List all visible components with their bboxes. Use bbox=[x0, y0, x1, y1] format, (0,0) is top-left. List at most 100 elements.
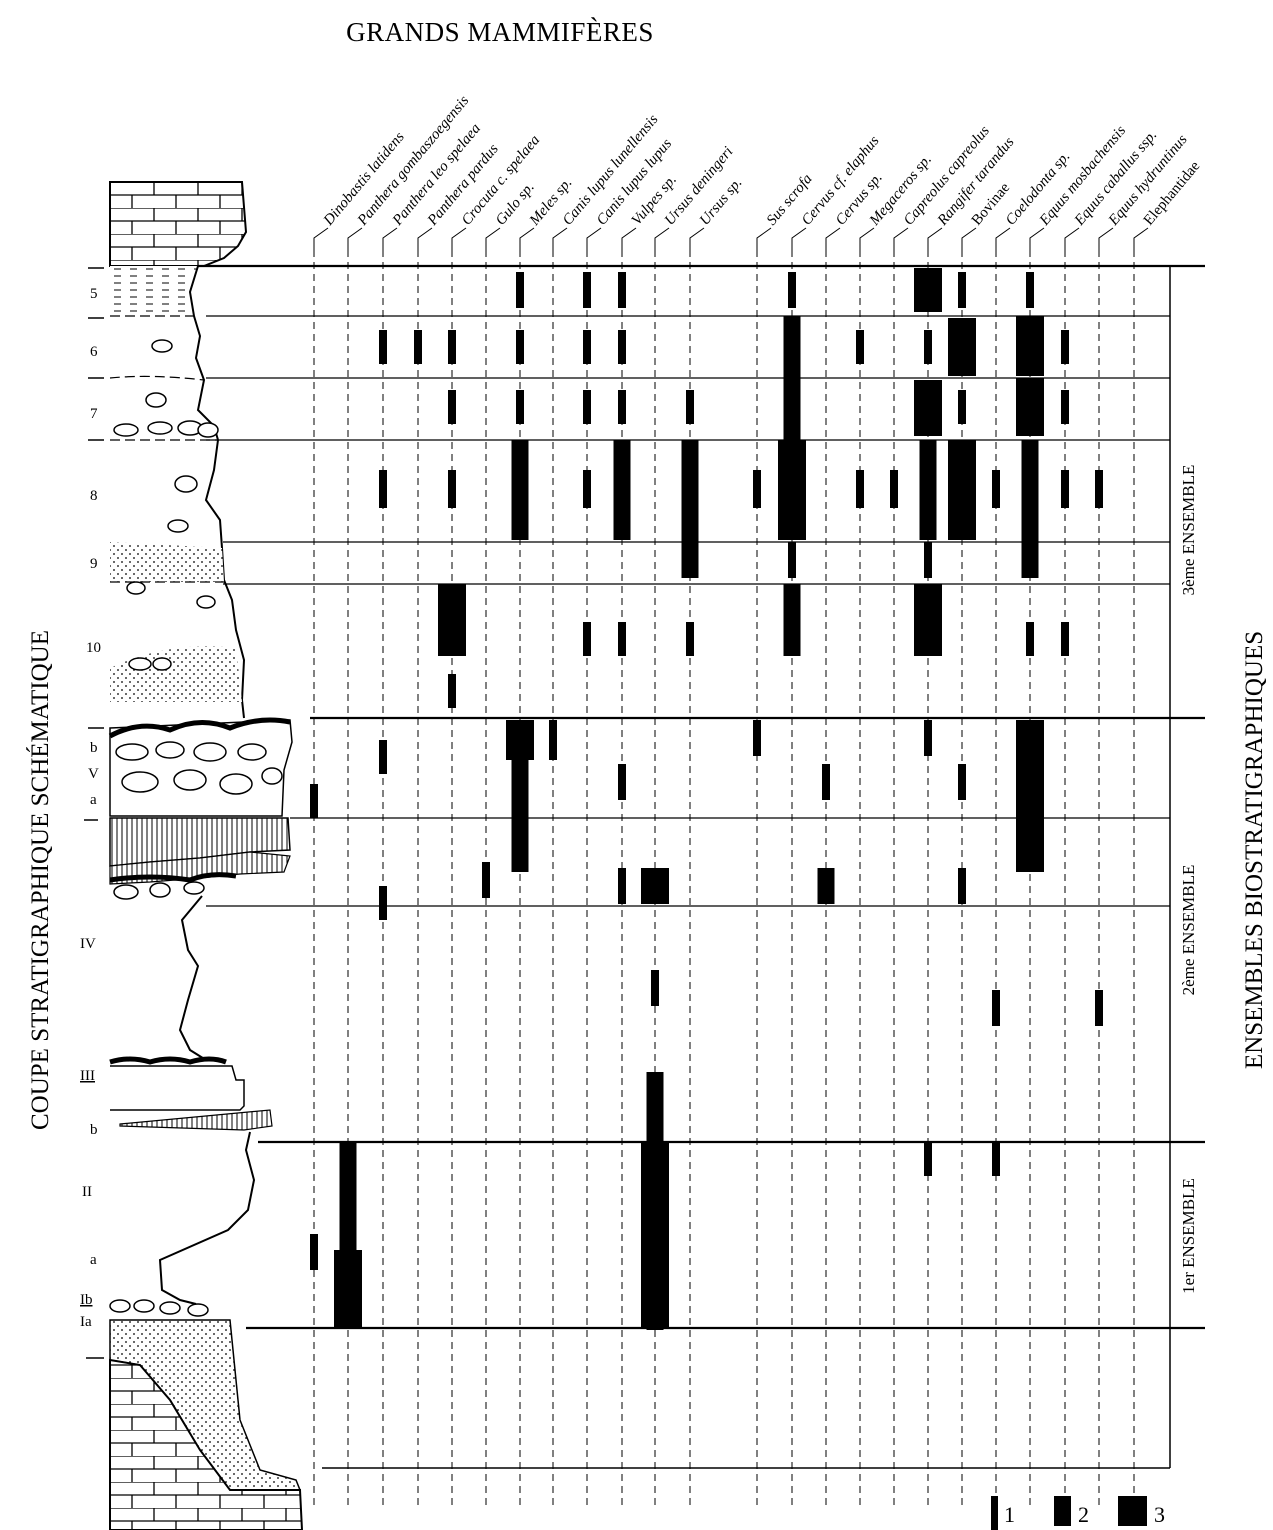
range-bar bbox=[822, 764, 830, 800]
range-bar bbox=[778, 440, 806, 540]
legend-label-3: 3 bbox=[1154, 1502, 1165, 1527]
range-bar bbox=[618, 622, 626, 656]
layer-labels: 5 6 7 8 9 10 b V a IV III b II a Ib Ia bbox=[80, 286, 101, 1330]
taxon-leader bbox=[1064, 227, 1080, 250]
range-bar bbox=[914, 380, 942, 436]
range-bar bbox=[1021, 440, 1039, 578]
layer-label: Ia bbox=[80, 1314, 92, 1330]
layer-label: a bbox=[90, 792, 97, 808]
range-bar bbox=[310, 784, 318, 818]
range-bar bbox=[438, 584, 466, 656]
range-bar bbox=[817, 868, 835, 904]
range-bar bbox=[958, 868, 966, 904]
taxon-leader bbox=[689, 227, 705, 250]
layer-label: II bbox=[82, 1184, 92, 1200]
range-bar bbox=[1026, 622, 1034, 656]
range-bar bbox=[448, 330, 456, 364]
range-bar bbox=[1095, 470, 1103, 508]
figure-title: GRANDS MAMMIFÈRES bbox=[346, 17, 654, 47]
left-axis-label: COUPE STRATIGRAPHIQUE SCHÉMATIQUE bbox=[26, 630, 54, 1130]
range-bar bbox=[948, 440, 976, 540]
layer-label: Ib bbox=[80, 1292, 93, 1308]
range-bar bbox=[890, 470, 898, 508]
range-bar bbox=[618, 390, 626, 424]
range-bar bbox=[583, 470, 591, 508]
range-bar bbox=[379, 470, 387, 508]
range-bar bbox=[583, 330, 591, 364]
right-axis-label: ENSEMBLES BIOSTRATIGRAPHIQUES bbox=[1241, 631, 1268, 1069]
taxon-leader bbox=[1098, 227, 1114, 250]
taxon-leader bbox=[621, 227, 637, 250]
range-bar bbox=[856, 330, 864, 364]
taxon-leader bbox=[519, 227, 535, 250]
range-bar bbox=[958, 272, 966, 308]
range-bar bbox=[958, 390, 966, 424]
range-bar bbox=[583, 622, 591, 656]
range-bar bbox=[1026, 272, 1034, 308]
legend-swatch-3 bbox=[1118, 1496, 1147, 1526]
range-bar bbox=[783, 584, 801, 656]
taxon-leader bbox=[961, 227, 977, 250]
taxon-leader bbox=[995, 227, 1011, 250]
taxon-leader bbox=[347, 227, 363, 250]
range-bar bbox=[448, 674, 456, 708]
range-bar bbox=[919, 440, 937, 540]
ensemble-label-2: 2ème ENSEMBLE bbox=[1179, 865, 1198, 996]
taxon-leader bbox=[451, 227, 467, 250]
stratigraphic-column bbox=[84, 181, 304, 1530]
range-bar bbox=[753, 720, 761, 756]
range-bar bbox=[516, 272, 524, 308]
range-bar bbox=[613, 440, 631, 540]
taxon-leader bbox=[586, 227, 602, 250]
layer-label: 10 bbox=[86, 640, 101, 656]
taxon-leader bbox=[417, 227, 433, 250]
range-bar bbox=[448, 390, 456, 424]
range-bar bbox=[506, 720, 534, 760]
layer-label: 6 bbox=[90, 344, 98, 360]
taxon-leader bbox=[485, 227, 501, 250]
range-bar bbox=[856, 470, 864, 508]
range-bar bbox=[924, 1142, 932, 1176]
range-bar bbox=[618, 868, 626, 904]
layer-label: 7 bbox=[90, 406, 98, 422]
range-bar bbox=[788, 542, 796, 578]
taxon-leader bbox=[313, 227, 329, 250]
range-bar bbox=[414, 330, 422, 364]
range-bar bbox=[1061, 330, 1069, 364]
layer-label: V bbox=[88, 766, 99, 782]
taxon-leader bbox=[825, 227, 841, 250]
layer-label: 5 bbox=[90, 286, 98, 302]
taxon-leader bbox=[382, 227, 398, 250]
range-bar bbox=[516, 390, 524, 424]
layer-label: b bbox=[90, 740, 98, 756]
range-bar bbox=[924, 330, 932, 364]
range-bar bbox=[583, 272, 591, 308]
range-bar bbox=[914, 584, 942, 656]
range-bar bbox=[511, 760, 529, 872]
legend-label-2: 2 bbox=[1078, 1502, 1089, 1527]
layer-label: IV bbox=[80, 936, 96, 952]
range-bar bbox=[618, 330, 626, 364]
taxon-leader bbox=[1029, 227, 1045, 250]
ensemble-label-1: 1er ENSEMBLE bbox=[1179, 1178, 1198, 1294]
range-bar bbox=[753, 470, 761, 508]
taxon-leader bbox=[927, 227, 943, 250]
range-bar bbox=[1016, 316, 1044, 376]
range-bar bbox=[651, 970, 659, 1006]
range-bar bbox=[618, 764, 626, 800]
layer-label: III bbox=[80, 1068, 95, 1084]
taxon-leader bbox=[756, 227, 772, 250]
taxa-range-chart bbox=[198, 227, 1205, 1510]
taxon-leader bbox=[893, 227, 909, 250]
range-bar bbox=[511, 440, 529, 540]
range-bar bbox=[379, 740, 387, 774]
taxon-leader bbox=[1133, 227, 1149, 250]
legend-swatch-2 bbox=[1054, 1496, 1071, 1526]
range-bar bbox=[334, 1250, 362, 1328]
range-bar bbox=[783, 316, 801, 440]
range-bar bbox=[641, 1142, 669, 1328]
range-bar bbox=[482, 862, 490, 898]
range-bar bbox=[958, 764, 966, 800]
